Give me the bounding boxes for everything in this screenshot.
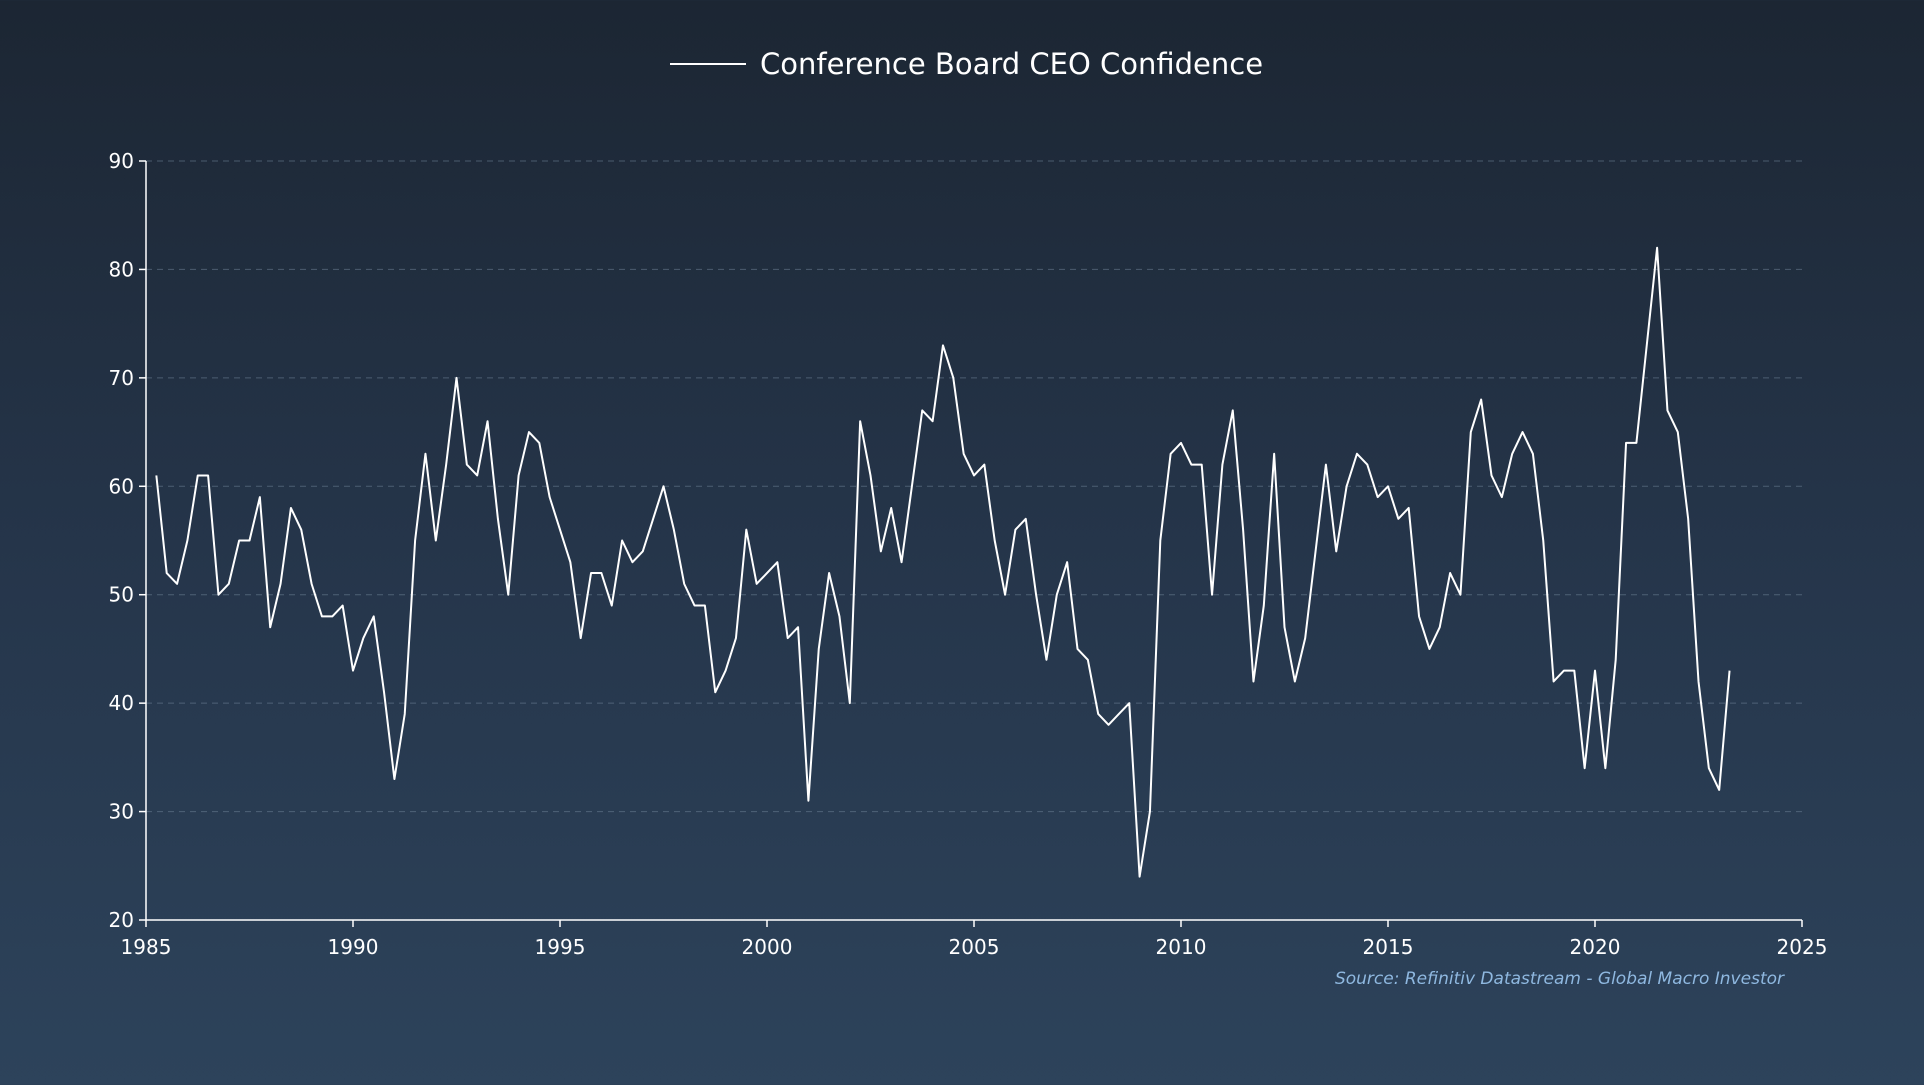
- y-tick-label: 80: [109, 257, 134, 281]
- legend: Conference Board CEO Confidence: [670, 47, 1263, 81]
- y-tick-label: 50: [109, 583, 134, 607]
- x-tick-label: 2015: [1363, 935, 1414, 959]
- y-tick-label: 30: [109, 800, 134, 824]
- x-tick-label: 2010: [1156, 935, 1207, 959]
- y-ticks: 20 30 40 50 60 70 80 90: [109, 149, 146, 932]
- y-tick-label: 70: [109, 366, 134, 390]
- source-note: Source: Refinitiv Datastream - Global Ma…: [1335, 969, 1785, 989]
- series-group: [155, 246, 1731, 878]
- y-tick-label: 90: [109, 149, 134, 173]
- y-tick-label: 20: [109, 908, 134, 932]
- x-tick-label: 2000: [742, 935, 793, 959]
- y-tick-label: 60: [109, 474, 134, 498]
- x-tick-label: 2005: [949, 935, 1000, 959]
- x-tick-label: 2025: [1777, 935, 1828, 959]
- x-tick-label: 1995: [535, 935, 586, 959]
- x-tick-label: 1985: [121, 935, 172, 959]
- x-tick-label: 1990: [328, 935, 379, 959]
- y-tick-label: 40: [109, 691, 134, 715]
- x-tick-label: 2020: [1570, 935, 1621, 959]
- grid-lines: [146, 160, 1804, 813]
- series-line-ceo-confidence: [155, 246, 1731, 878]
- x-ticks: 1985 1990 1995 2000 2005 2010 2015 2020 2025: [121, 920, 1828, 959]
- axes: [145, 161, 1802, 921]
- legend-label: Conference Board CEO Confidence: [760, 47, 1263, 81]
